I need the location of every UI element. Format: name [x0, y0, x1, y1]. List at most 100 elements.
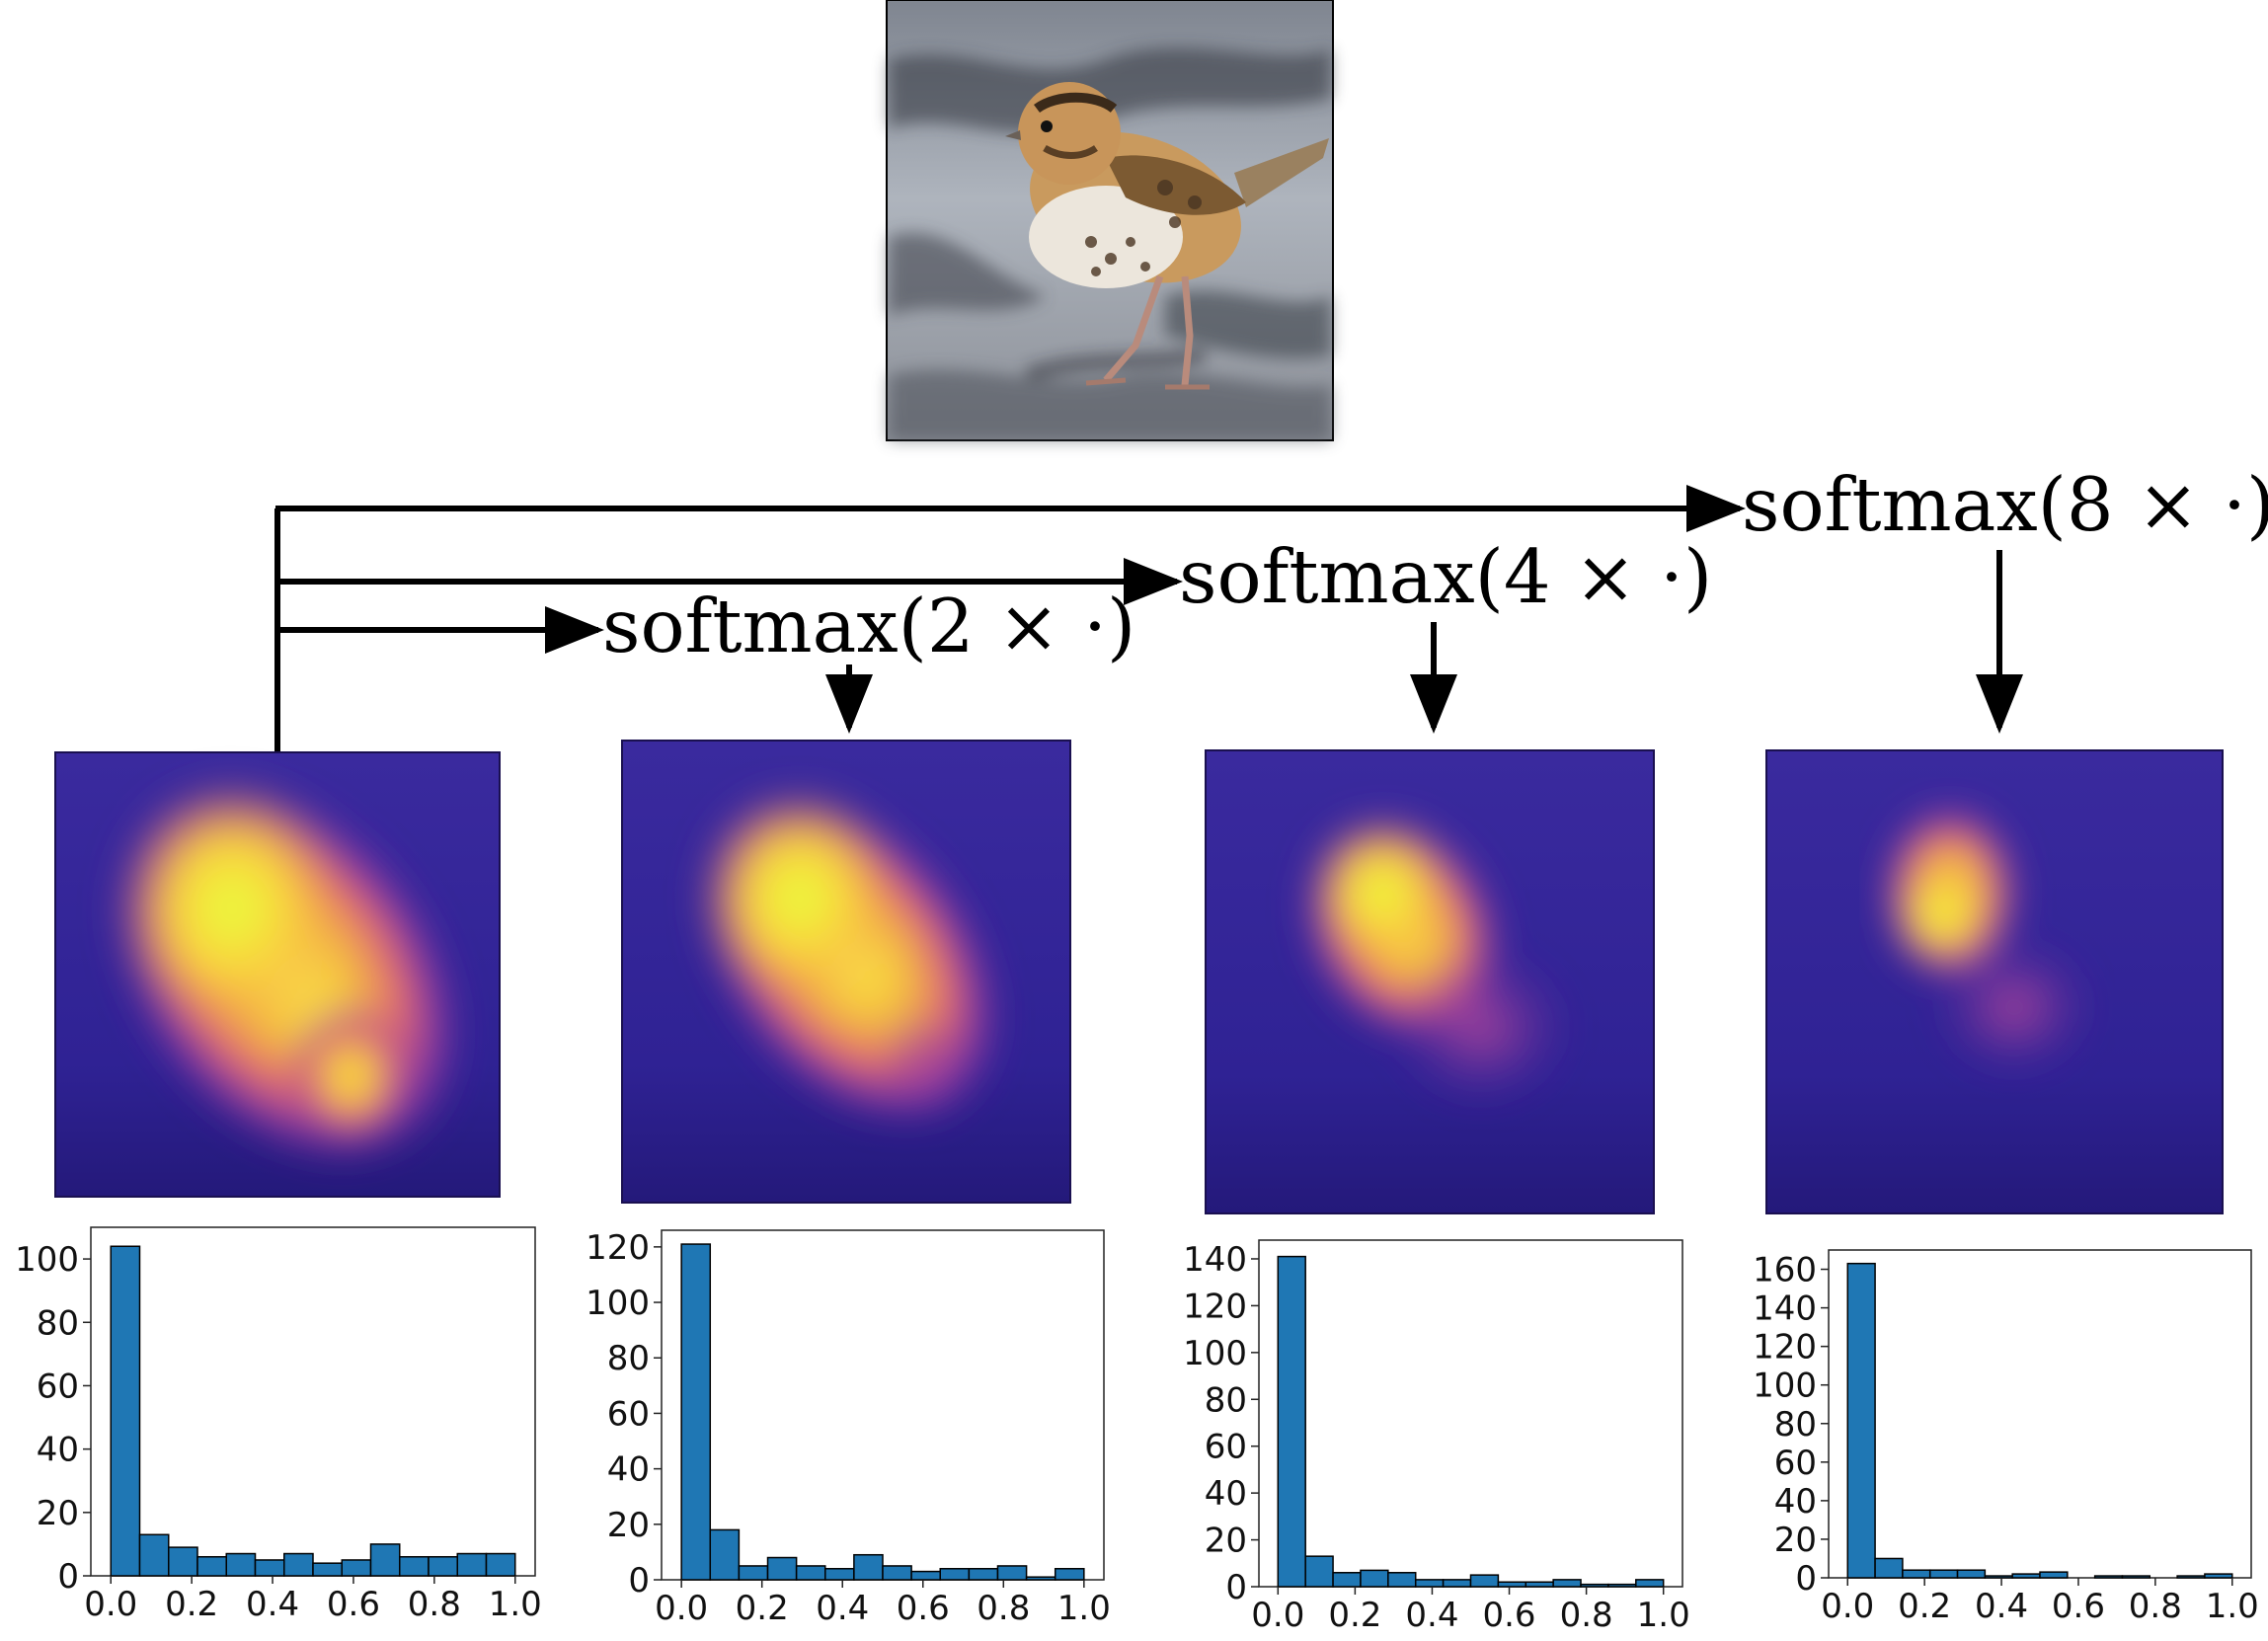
histogram-bar — [2093, 1575, 2124, 1579]
histogram-bar — [1984, 1575, 2013, 1579]
histogram-bar — [1525, 1581, 1554, 1588]
label-softmax-2x: softmax(2 × ·) — [602, 583, 1135, 669]
histogram-bar — [1846, 1262, 1876, 1579]
x-tick-label: 0.0 — [1251, 1596, 1304, 1635]
histogram-bar — [1552, 1579, 1582, 1588]
x-tick-label: 0.4 — [816, 1589, 869, 1628]
x-tick-label: 0.6 — [897, 1589, 950, 1628]
plot-frame — [661, 1229, 1105, 1581]
histogram-bar — [369, 1543, 401, 1577]
heatmap-original — [54, 751, 501, 1198]
x-tick-label: 0.2 — [736, 1589, 789, 1628]
y-tick-label: 120 — [1183, 1287, 1247, 1326]
y-tick-label: 40 — [37, 1431, 79, 1470]
y-tick-label: 80 — [1205, 1380, 1247, 1420]
histogram-bar — [283, 1552, 314, 1577]
x-tick-label: 0.0 — [84, 1585, 137, 1624]
x-tick-label: 0.8 — [2129, 1587, 2182, 1626]
histogram-bar — [1635, 1579, 1665, 1588]
heatmap-softmax-8x — [1765, 749, 2224, 1214]
arrow-network — [274, 485, 2023, 752]
histogram-bar — [341, 1559, 372, 1577]
histogram-bar — [766, 1556, 798, 1581]
histogram-bar — [1442, 1579, 1472, 1588]
histogram-bar — [196, 1555, 227, 1577]
x-tick-label: 0.6 — [2052, 1587, 2105, 1626]
y-tick-label: 100 — [15, 1240, 79, 1280]
histogram-bar — [428, 1555, 458, 1577]
y-tick-label: 0 — [1795, 1559, 1817, 1599]
histogram-bar — [996, 1565, 1028, 1581]
histogram-bar — [2121, 1575, 2151, 1579]
y-tick-label: 60 — [607, 1394, 650, 1434]
histogram-bar — [1469, 1574, 1500, 1588]
histogram-bar — [485, 1552, 516, 1577]
histogram-bar — [968, 1568, 999, 1581]
y-tick-label: 80 — [37, 1303, 79, 1343]
y-tick-label: 100 — [1753, 1367, 1817, 1406]
y-tick-label: 40 — [1205, 1474, 1247, 1514]
histogram-bar — [680, 1243, 712, 1581]
histogram-bar — [795, 1565, 826, 1581]
heatmap-softmax-2x — [621, 740, 1071, 1204]
y-tick-label: 0 — [628, 1561, 650, 1601]
y-tick-label: 40 — [607, 1450, 650, 1490]
histogram-bar — [456, 1552, 488, 1577]
histogram-bar — [738, 1565, 769, 1581]
x-tick-label: 0.0 — [1821, 1587, 1874, 1626]
y-tick-label: 0 — [1225, 1568, 1247, 1607]
histogram-bar — [1497, 1581, 1527, 1588]
y-tick-label: 20 — [1205, 1522, 1247, 1561]
histogram-bar — [1025, 1576, 1056, 1581]
y-tick-label: 100 — [586, 1284, 650, 1323]
x-tick-label: 0.6 — [327, 1585, 380, 1624]
histogram-bar — [824, 1568, 855, 1581]
histogram-bar — [853, 1553, 884, 1581]
y-tick-label: 140 — [1753, 1289, 1817, 1329]
histogram-bar — [2204, 1573, 2233, 1579]
histogram-bar — [939, 1568, 971, 1581]
histogram-softmax-2x: 0 20 40 60 80 100 120 0.0 0.2 0.4 0.6 0.8 1.0 — [586, 1228, 1111, 1628]
histogram-bar — [399, 1555, 430, 1577]
y-tick-label: 60 — [37, 1367, 79, 1406]
y-tick-label: 120 — [586, 1228, 650, 1268]
histogram-bar — [882, 1565, 912, 1581]
histogram-bar — [1054, 1568, 1085, 1581]
histogram-bar — [2011, 1573, 2041, 1579]
plot-frame — [1828, 1249, 2252, 1579]
histogram-bar — [312, 1562, 343, 1577]
x-tick-label: 0.8 — [977, 1589, 1030, 1628]
y-tick-label: 20 — [607, 1506, 650, 1545]
histogram-bar — [254, 1559, 285, 1577]
label-softmax-8x: softmax(8 × ·) — [1742, 461, 2268, 548]
histogram-bar — [2176, 1575, 2206, 1579]
histogram-bar — [1580, 1583, 1609, 1588]
x-tick-label: 0.4 — [246, 1585, 299, 1624]
histogram-bar — [1360, 1569, 1389, 1588]
histogram-bar — [910, 1570, 941, 1581]
x-tick-label: 0.4 — [1975, 1587, 2028, 1626]
y-tick-label: 80 — [1774, 1405, 1817, 1445]
plot-frame — [90, 1226, 536, 1577]
histogram-softmax-4x: 0 20 40 60 80 100 120 140 0.0 0.2 0.4 0.6 0.8 1.0 — [1183, 1239, 1690, 1635]
histogram-bar — [225, 1552, 257, 1577]
y-tick-label: 60 — [1774, 1444, 1817, 1483]
x-tick-label: 1.0 — [1637, 1596, 1690, 1635]
histogram-bar — [138, 1533, 170, 1577]
x-tick-label: 0.6 — [1482, 1596, 1535, 1635]
x-tick-label: 1.0 — [2206, 1587, 2259, 1626]
histogram-bar — [1928, 1569, 1959, 1579]
plot-frame — [1258, 1239, 1683, 1588]
histogram-bar — [110, 1245, 141, 1577]
heatmap-softmax-4x — [1205, 749, 1655, 1214]
x-tick-label: 0.8 — [408, 1585, 461, 1624]
histogram-bar — [1332, 1572, 1362, 1588]
y-tick-label: 140 — [1183, 1240, 1247, 1280]
y-tick-label: 80 — [607, 1339, 650, 1378]
y-tick-label: 120 — [1753, 1328, 1817, 1368]
y-tick-label: 60 — [1205, 1428, 1247, 1467]
histogram-bar — [1387, 1572, 1417, 1588]
y-tick-label: 0 — [57, 1557, 79, 1597]
histogram-bar — [1902, 1569, 1931, 1579]
